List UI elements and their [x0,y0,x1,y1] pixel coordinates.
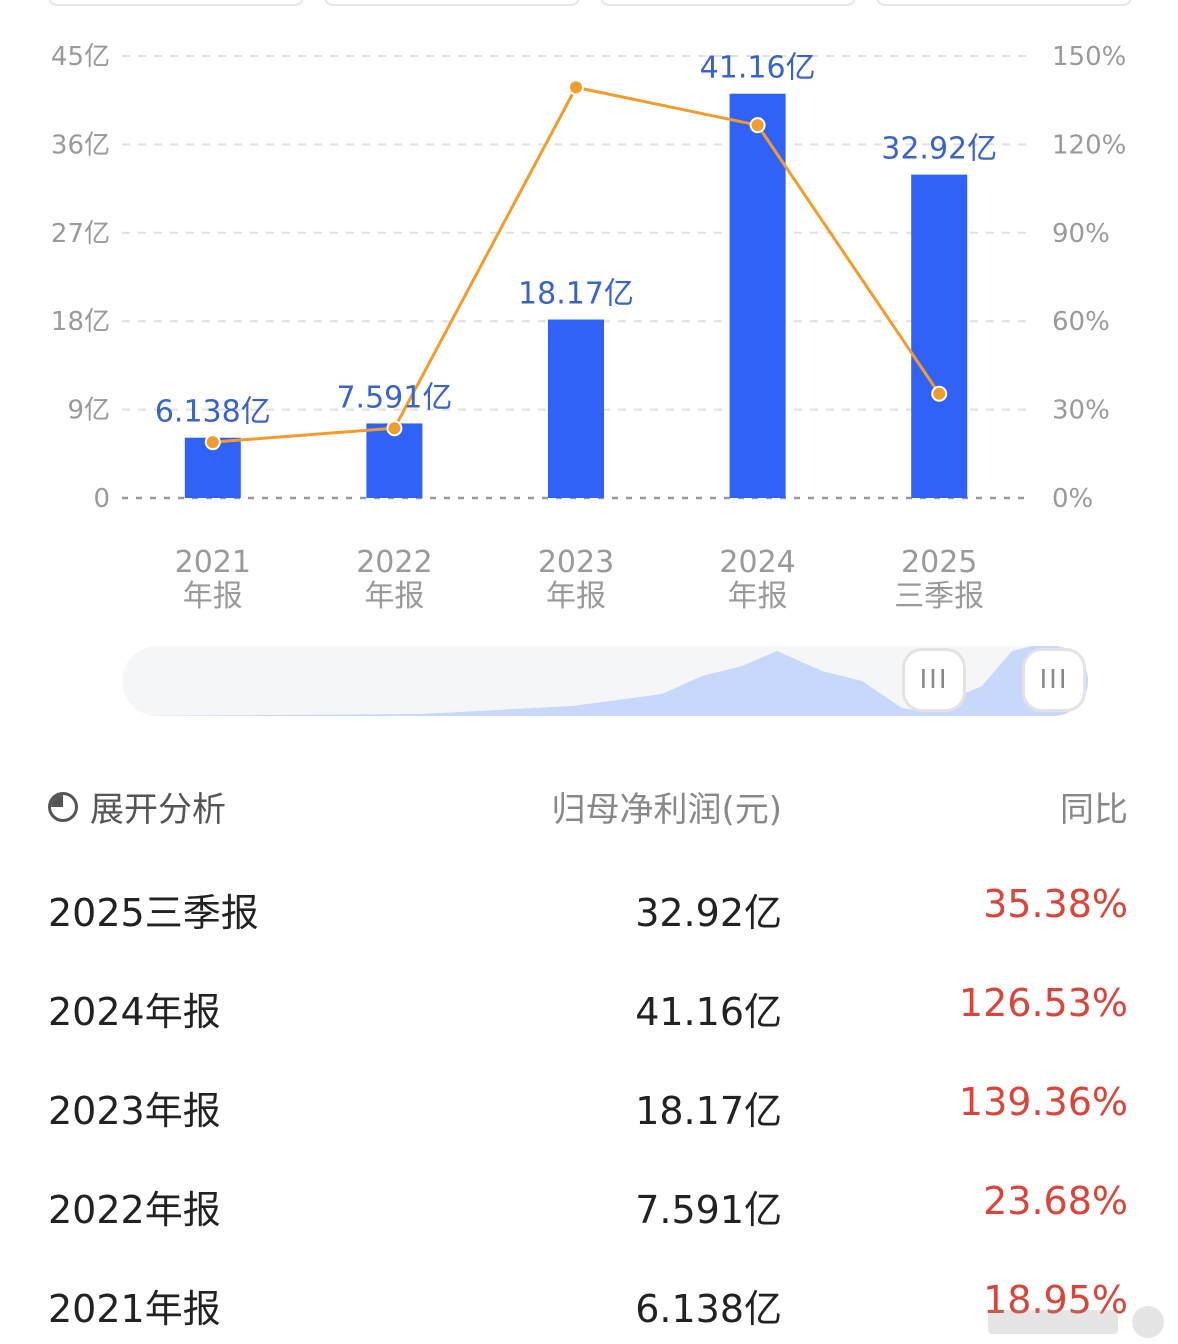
slider-handle-right[interactable]: III [1022,648,1086,712]
pie-chart-icon [48,791,78,822]
expand-analysis-button[interactable]: 展开分析 [48,782,226,831]
bar-value-label: 7.591亿 [336,380,452,415]
table-row[interactable]: 2022年报 7.591亿 23.68% [0,1169,1178,1232]
x-tick-label: 2025 [901,545,977,580]
bar [548,319,604,498]
row-period: 2024年报 [48,990,221,1034]
yoy-point [568,79,584,96]
row-period: 2023年报 [48,1089,221,1133]
table-row[interactable]: 2021年报 6.138亿 18.95% [0,1268,1178,1331]
x-tick-label: 2024 [719,545,795,580]
y-right-tick-label: 0% [1052,484,1093,514]
row-value: 7.591亿 [635,1188,782,1232]
x-tick-label: 年报 [546,579,606,614]
column-header-value: 归母净利润(元) [551,790,782,830]
bar-value-label: 18.17亿 [518,277,634,312]
y-left-tick-label: 18亿 [51,307,110,337]
yoy-point [931,385,948,402]
column-header-yoy: 同比 [1060,790,1128,830]
bar [729,93,786,498]
y-right-tick-label: 60% [1052,307,1110,337]
row-value: 32.92亿 [635,891,782,935]
x-tick-label: 年报 [183,579,243,614]
row-value: 18.17亿 [635,1089,782,1133]
bar-value-label: 41.16亿 [700,51,816,86]
yoy-point [204,434,221,451]
x-tick-label: 年报 [728,579,788,614]
y-right-tick-label: 150% [1052,42,1126,72]
y-left-tick-label: 45亿 [51,42,110,72]
row-period: 2022年报 [48,1188,221,1232]
bar-value-label: 6.138亿 [155,395,271,430]
row-yoy: 35.38% [983,882,1128,926]
slider-preview [122,646,1088,716]
row-value: 41.16亿 [635,990,782,1034]
yoy-point [749,117,766,134]
table-row[interactable]: 2024年报 41.16亿 126.53% [0,971,1178,1034]
x-tick-label: 年报 [364,579,424,614]
row-value: 6.138亿 [635,1287,782,1331]
bar [911,174,968,498]
slider-handle-left[interactable]: III [902,648,966,712]
y-right-tick-label: 90% [1052,219,1110,249]
x-tick-label: 2021 [175,545,251,580]
row-period: 2021年报 [48,1287,221,1331]
y-left-tick-label: 27亿 [51,219,110,249]
watermark-icon [988,1306,1164,1338]
x-tick-label: 2023 [538,545,614,580]
row-period: 2025三季报 [48,891,259,935]
profit-chart: 0 0% 9亿 30% 18亿 60% 27亿 90% 36亿 120% 45亿 150% 6.138亿… [51,42,1126,614]
row-yoy: 126.53% [958,981,1128,1025]
y-left-tick-label: 36亿 [51,130,110,160]
table-row[interactable]: 2025三季报 32.92亿 35.38% [0,872,1178,935]
y-right-tick-label: 120% [1052,130,1126,160]
y-left-tick-label: 9亿 [67,396,110,426]
y-right-tick-label: 30% [1052,396,1110,426]
table-row[interactable]: 2023年报 18.17亿 139.36% [0,1070,1178,1133]
row-yoy: 139.36% [958,1080,1128,1124]
y-left-tick-label: 0 [93,484,110,514]
x-tick-label: 2022 [356,545,432,580]
table-header: 展开分析 归母净利润(元) 同比 [0,774,1178,834]
bar-value-label: 32.92亿 [881,132,997,167]
x-tick-label: 三季报 [894,579,984,614]
row-yoy: 18.95% [983,1278,1128,1322]
row-yoy: 23.68% [983,1179,1128,1223]
expand-analysis-label: 展开分析 [90,790,226,830]
yoy-point [386,420,403,437]
